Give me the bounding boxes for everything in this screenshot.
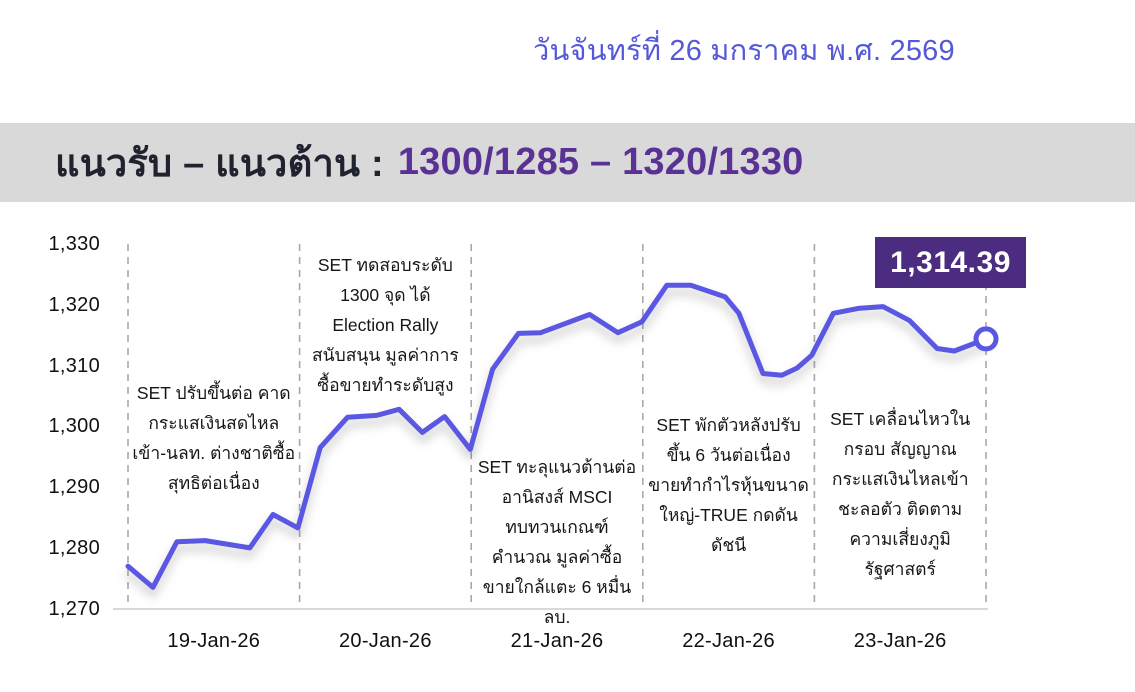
x-tick-label: 20-Jan-26 <box>339 630 432 652</box>
y-tick-label: 1,280 <box>48 536 100 559</box>
annotation-19-Jan-26: SET ปรับขึ้นต่อ คาด กระแสเงินสดไหล เข้า-นล… <box>132 383 296 493</box>
last-value-badge: 1,314.39 <box>875 237 1026 288</box>
support-resistance-label: แนวรับ – แนวต้าน : <box>55 143 384 185</box>
x-tick-label: 19-Jan-26 <box>167 630 261 652</box>
y-tick-label: 1,270 <box>48 597 100 620</box>
support-resistance-banner: แนวรับ – แนวต้าน : 1300/1285 – 1320/1330 <box>0 123 1135 202</box>
annotation-22-Jan-26: SET พักตัวหลังปรับ ขึ้น 6 วันต่อเนื่อง ขาย… <box>648 415 809 555</box>
x-tick-label: 22-Jan-26 <box>682 630 775 652</box>
y-tick-label: 1,330 <box>48 233 100 255</box>
y-tick-label: 1,290 <box>48 476 100 499</box>
date-header: วันจันทร์ที่ 26 มกราคม พ.ศ. 2569 <box>533 35 955 67</box>
x-tick-label: 23-Jan-26 <box>853 630 947 652</box>
support-resistance-levels: 1300/1285 – 1320/1330 <box>397 141 804 183</box>
price-line <box>125 282 989 590</box>
last-point-marker <box>973 326 999 352</box>
annotation-23-Jan-26: SET เคลื่อนไหวใน กรอบ สัญญาณ กระแสเงินไหลเ… <box>830 409 971 579</box>
annotation-21-Jan-26: SET ทะลุแนวต้านต่อ อานิสงส์ MSCI ทบทวนเกณฑ… <box>477 457 637 627</box>
y-tick-label: 1,310 <box>48 354 100 377</box>
annotation-20-Jan-26: SET ทดสอบระดับ 1300 จุด ได้ Election Rally… <box>311 255 459 395</box>
x-tick-label: 21-Jan-26 <box>510 630 604 652</box>
y-tick-label: 1,300 <box>48 415 100 438</box>
y-tick-label: 1,320 <box>48 293 100 316</box>
